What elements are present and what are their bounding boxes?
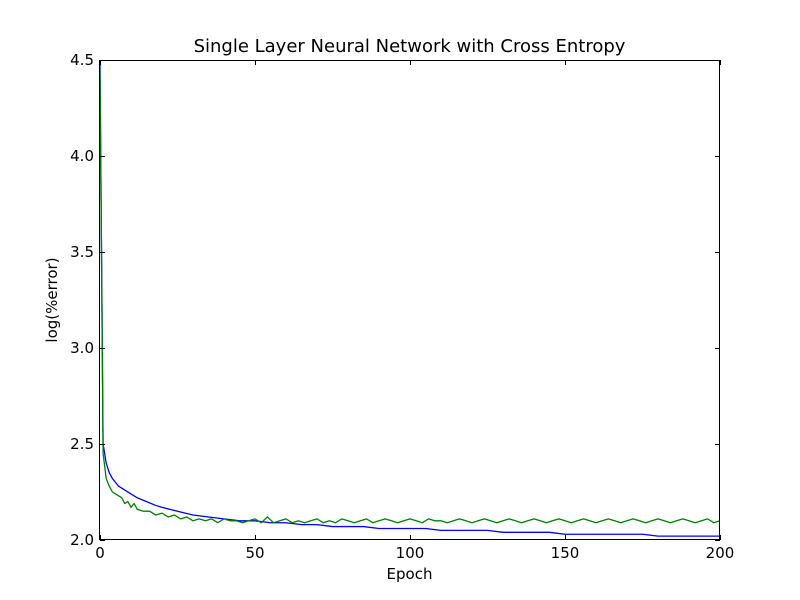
plot-frame [99,60,720,540]
y-tick-label: 2.5 [70,435,94,453]
x-axis-label: Epoch [387,565,433,583]
ticks-layer: 0 50 100 150 200 2.0 2.5 3.0 3.5 4.0 4.5 [70,51,734,562]
series-2-line [99,69,721,524]
series-1-line [99,63,720,537]
x-tick-label: 100 [396,544,425,562]
x-tick-label: 200 [706,544,735,562]
chart-title: Single Layer Neural Network with Cross E… [194,36,626,57]
x-tick-label: 150 [551,544,580,562]
y-axis-label: log(%error) [43,257,61,342]
x-tick-label: 0 [95,544,105,562]
x-tick-label: 50 [245,544,264,562]
y-tick-label: 3.0 [70,339,94,357]
y-tick-label: 4.0 [70,147,94,165]
series-layer [99,63,721,537]
y-tick-label: 2.0 [70,531,94,549]
y-tick-label: 3.5 [70,243,94,261]
y-tick-label: 4.5 [70,51,94,69]
